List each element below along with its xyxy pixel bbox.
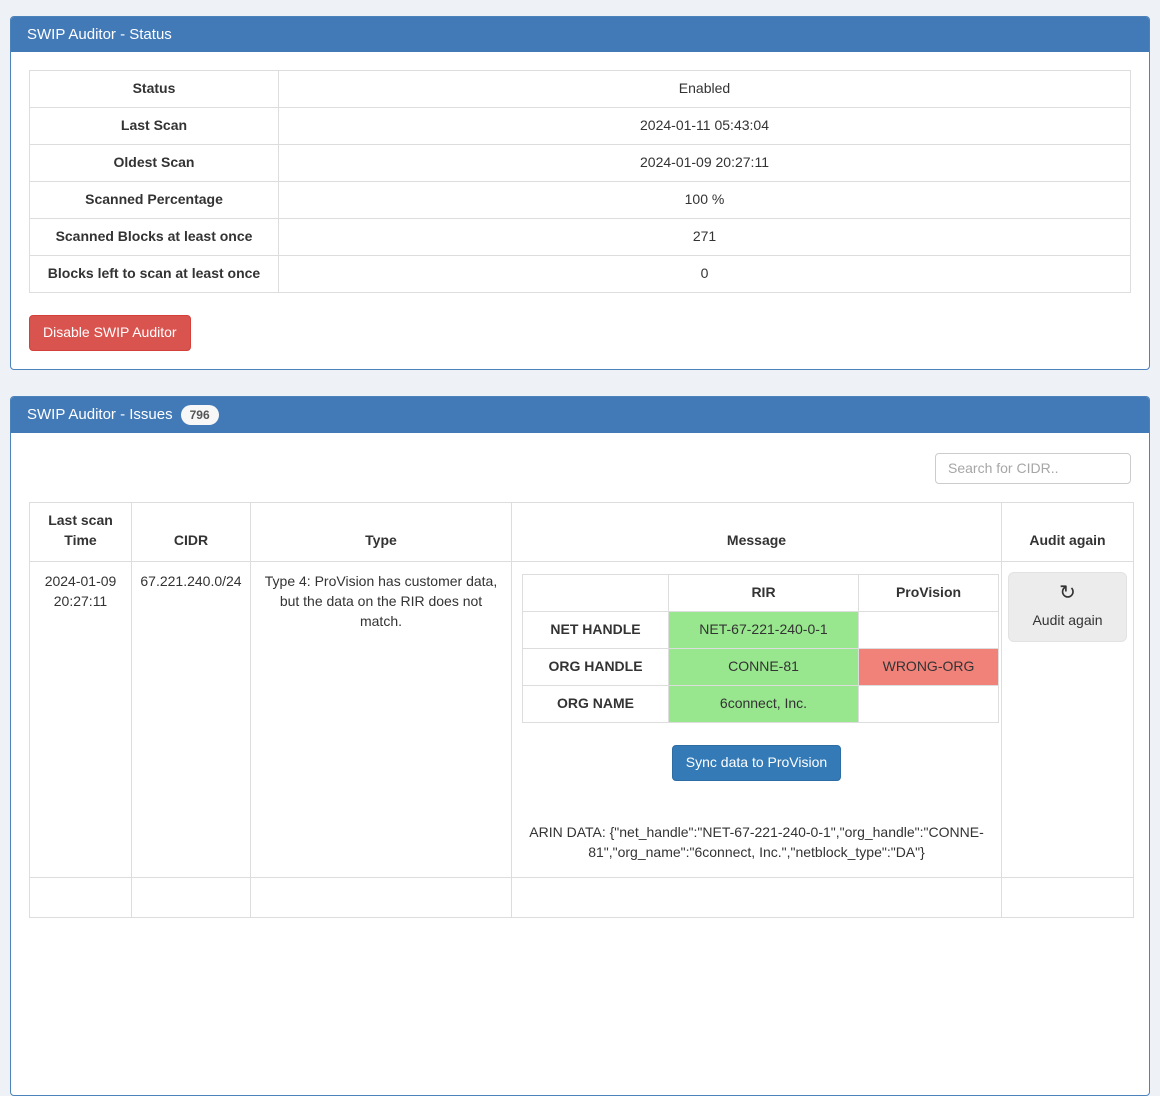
issue-message-cell: RIR ProVision NET HANDLE NET-67-221-240-…	[511, 560, 1002, 878]
status-panel-title: SWIP Auditor - Status	[27, 26, 172, 43]
issues-panel-title: SWIP Auditor - Issues	[27, 406, 173, 424]
issues-panel-body: Last scan Time CIDR Type Message Audit a…	[11, 433, 1149, 936]
last-scan-label: Last Scan	[29, 107, 279, 146]
compare-empty-header	[522, 573, 669, 612]
issue-row: 2024-01-09 20:27:11 67.221.240.0/24 Type…	[29, 560, 1134, 878]
status-panel-header: SWIP Auditor - Status	[11, 17, 1149, 53]
issues-count-badge: 796	[180, 405, 219, 426]
scanned-percentage-value: 100 %	[278, 181, 1131, 220]
refresh-icon: ↻	[1059, 581, 1076, 604]
search-cidr-input[interactable]	[935, 452, 1131, 484]
table-row: Scanned Percentage 100 %	[29, 181, 1131, 220]
scanned-blocks-value: 271	[278, 218, 1131, 257]
rir-provision-compare-table: RIR ProVision NET HANDLE NET-67-221-240-…	[522, 573, 999, 723]
net-handle-rir-value: NET-67-221-240-0-1	[668, 610, 859, 649]
org-handle-label: ORG HANDLE	[522, 647, 669, 686]
compare-row-org-name: ORG NAME 6connect, Inc.	[522, 684, 999, 723]
table-row: Status Enabled	[29, 70, 1131, 109]
scanned-blocks-label: Scanned Blocks at least once	[29, 218, 279, 257]
table-row: Blocks left to scan at least once 0	[29, 255, 1131, 294]
compare-provision-header: ProVision	[858, 573, 999, 612]
disable-swip-auditor-button[interactable]: Disable SWIP Auditor	[29, 315, 191, 352]
org-name-provision-value	[858, 684, 999, 723]
status-table: Status Enabled Last Scan 2024-01-11 05:4…	[29, 70, 1131, 294]
col-header-audit-again: Audit again	[1001, 501, 1134, 562]
sync-data-to-provision-button[interactable]: Sync data to ProVision	[671, 744, 842, 781]
table-row: Oldest Scan 2024-01-09 20:27:11	[29, 144, 1131, 183]
issues-header-row: Last scan Time CIDR Type Message Audit a…	[29, 501, 1134, 562]
swip-auditor-status-panel: SWIP Auditor - Status Status Enabled Las…	[10, 16, 1150, 371]
table-row: Last Scan 2024-01-11 05:43:04	[29, 107, 1131, 146]
blocks-left-label: Blocks left to scan at least once	[29, 255, 279, 294]
oldest-scan-value: 2024-01-09 20:27:11	[278, 144, 1131, 183]
swip-auditor-issues-panel: SWIP Auditor - Issues 796 Last scan Time…	[10, 396, 1150, 1096]
status-panel-body: Status Enabled Last Scan 2024-01-11 05:4…	[11, 52, 1149, 369]
net-handle-provision-value	[858, 610, 999, 649]
issue-cidr: 67.221.240.0/24	[131, 560, 251, 878]
compare-row-net-handle: NET HANDLE NET-67-221-240-0-1	[522, 610, 999, 649]
net-handle-label: NET HANDLE	[522, 610, 669, 649]
issue-last-scan-time: 2024-01-09 20:27:11	[29, 560, 132, 878]
status-value: Enabled	[278, 70, 1131, 109]
issue-row-partial	[29, 876, 1134, 918]
compare-header-row: RIR ProVision	[522, 573, 999, 612]
issue-audit-again-cell: ↻ Audit again	[1001, 560, 1134, 878]
status-label: Status	[29, 70, 279, 109]
col-header-last-scan-time: Last scan Time	[29, 501, 132, 562]
org-name-label: ORG NAME	[522, 684, 669, 723]
audit-again-button-label: Audit again	[1032, 611, 1103, 628]
compare-row-org-handle: ORG HANDLE CONNE-81 WRONG-ORG	[522, 647, 999, 686]
compare-rir-header: RIR	[668, 573, 859, 612]
scanned-percentage-label: Scanned Percentage	[29, 181, 279, 220]
table-row: Scanned Blocks at least once 271	[29, 218, 1131, 257]
org-handle-rir-value: CONNE-81	[668, 647, 859, 686]
audit-again-button[interactable]: ↻ Audit again	[1008, 571, 1127, 642]
arin-data-text: ARIN DATA: {"net_handle":"NET-67-221-240…	[529, 823, 984, 860]
last-scan-value: 2024-01-11 05:43:04	[278, 107, 1131, 146]
org-name-rir-value: 6connect, Inc.	[668, 684, 859, 723]
blocks-left-value: 0	[278, 255, 1131, 294]
col-header-message: Message	[511, 501, 1002, 562]
issues-panel-header: SWIP Auditor - Issues 796	[11, 397, 1149, 433]
oldest-scan-label: Oldest Scan	[29, 144, 279, 183]
col-header-type: Type	[250, 501, 512, 562]
issues-table: Last scan Time CIDR Type Message Audit a…	[29, 501, 1134, 918]
org-handle-provision-value: WRONG-ORG	[858, 647, 999, 686]
col-header-cidr: CIDR	[131, 501, 251, 562]
issue-type: Type 4: ProVision has customer data, but…	[250, 560, 512, 878]
